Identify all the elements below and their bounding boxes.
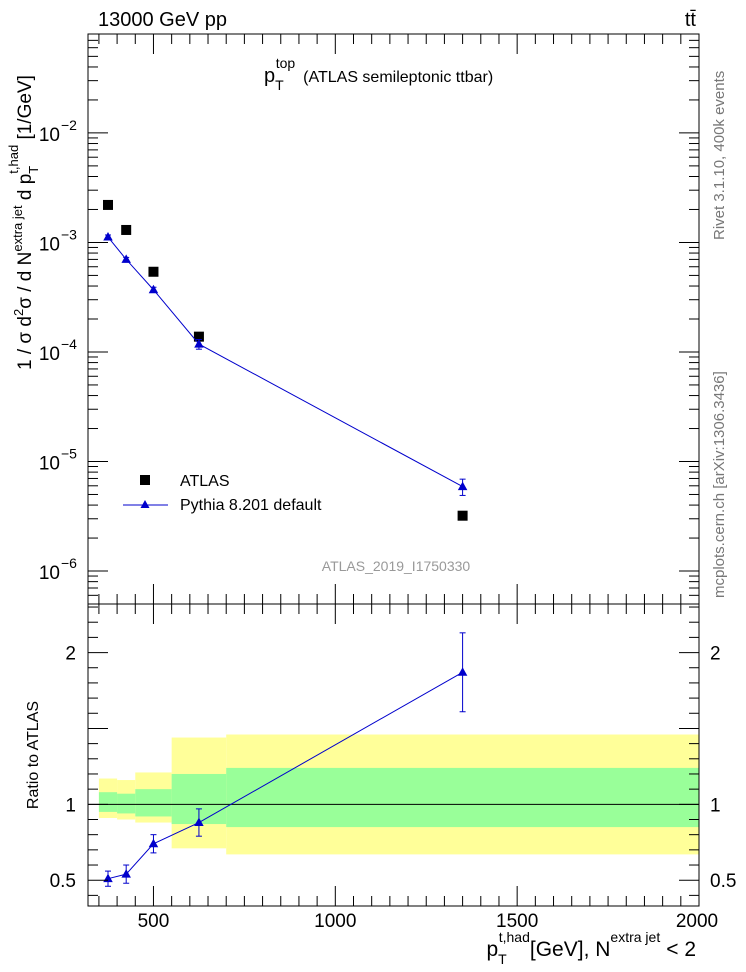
ratio-y-tick-label: 1 <box>65 795 76 816</box>
main-y-tick-label: 10 <box>39 344 60 365</box>
x-tick-label: 1000 <box>314 911 356 932</box>
legend-atlas-marker <box>140 475 150 485</box>
legend-atlas-label: ATLAS <box>180 473 230 490</box>
process-label: tt̄ <box>685 9 697 31</box>
ratio-band-green <box>226 767 699 828</box>
ratio-y-axis-label: Ratio to ATLAS <box>25 701 42 809</box>
ratio-pythia-point <box>457 667 468 676</box>
ratio-frame <box>87 603 700 907</box>
main-frame <box>87 33 700 605</box>
ratio-band-green <box>117 793 136 814</box>
atlas-data-point <box>121 224 132 235</box>
energy-label: 13000 GeV pp <box>98 9 227 31</box>
ratio-band-green <box>98 792 118 812</box>
ratio-y-tick-label-right: 2 <box>710 644 721 665</box>
main-y-tick-label-exp: −6 <box>61 555 77 571</box>
main-y-axis-label: 1 / σ d2σ / d Nextra jet d pTt,had [1/Ge… <box>6 75 41 370</box>
ratio-y-tick-label: 0.5 <box>50 871 76 892</box>
main-y-tick-label: 10 <box>39 234 60 255</box>
rivet-label: Rivet 3.1.10, 400k events <box>711 71 728 240</box>
ratio-y-tick-label-right: 1 <box>710 795 721 816</box>
ratio-pythia-point <box>121 869 131 878</box>
atlas-data-point <box>457 510 468 521</box>
pythia-line <box>107 236 463 488</box>
pythia-data-point <box>194 339 204 348</box>
title-rest: (ATLAS semileptonic ttbar) <box>303 69 493 86</box>
legend: ATLAS Pythia 8.201 default <box>123 473 322 514</box>
x-tick-label: 2000 <box>676 911 718 932</box>
main-y-tick-label-exp: −2 <box>61 117 77 133</box>
x-axis-label: pTt,had[GeV], Nextra jet< 2 <box>486 929 696 967</box>
atlas-data-point <box>103 199 114 210</box>
legend-pythia-marker <box>140 500 150 508</box>
pythia-data-point <box>121 254 131 263</box>
title-sup: top <box>276 55 296 71</box>
ratio-y-tick-label-right: 0.5 <box>710 871 736 892</box>
atlas-data-point <box>193 331 204 342</box>
x-tick-label: 1500 <box>496 911 538 932</box>
x-tick-label: 500 <box>138 911 170 932</box>
title-main: p <box>264 65 275 87</box>
ratio-y-tick-label: 2 <box>65 644 76 665</box>
mcplots-label: mcplots.cern.ch [arXiv:1306.3436] <box>711 371 728 598</box>
pythia-data-point <box>103 232 113 241</box>
plot-title: pTtop (ATLAS semileptonic ttbar) <box>264 55 493 93</box>
pythia-data-point <box>457 481 468 491</box>
main-y-tick-label-exp: −3 <box>61 226 77 242</box>
legend-pythia-label: Pythia 8.201 default <box>180 497 322 514</box>
main-y-tick-label: 10 <box>39 563 60 584</box>
pythia-data-point <box>148 284 159 294</box>
main-plot-panel: 10−610−510−410−310−2 pTtop(ATLAS semilep… <box>6 33 700 605</box>
ratio-pythia-point <box>194 817 204 827</box>
analysis-id: ATLAS_2019_I1750330 <box>322 558 471 574</box>
main-y-tick-label-exp: −4 <box>61 336 77 352</box>
atlas-data-point <box>148 266 159 277</box>
main-y-tick-label-exp: −5 <box>61 446 77 462</box>
ratio-pythia-point <box>148 838 159 848</box>
main-y-tick-label: 10 <box>39 454 60 475</box>
ratio-plot-panel: 0.5 0.5 1 1 2 2 500 1000 1500 2000 Ratio to ATLA… <box>25 603 736 967</box>
title-sub: T <box>275 77 284 93</box>
main-y-tick-label: 10 <box>39 125 60 146</box>
ratio-band-green <box>135 789 172 817</box>
